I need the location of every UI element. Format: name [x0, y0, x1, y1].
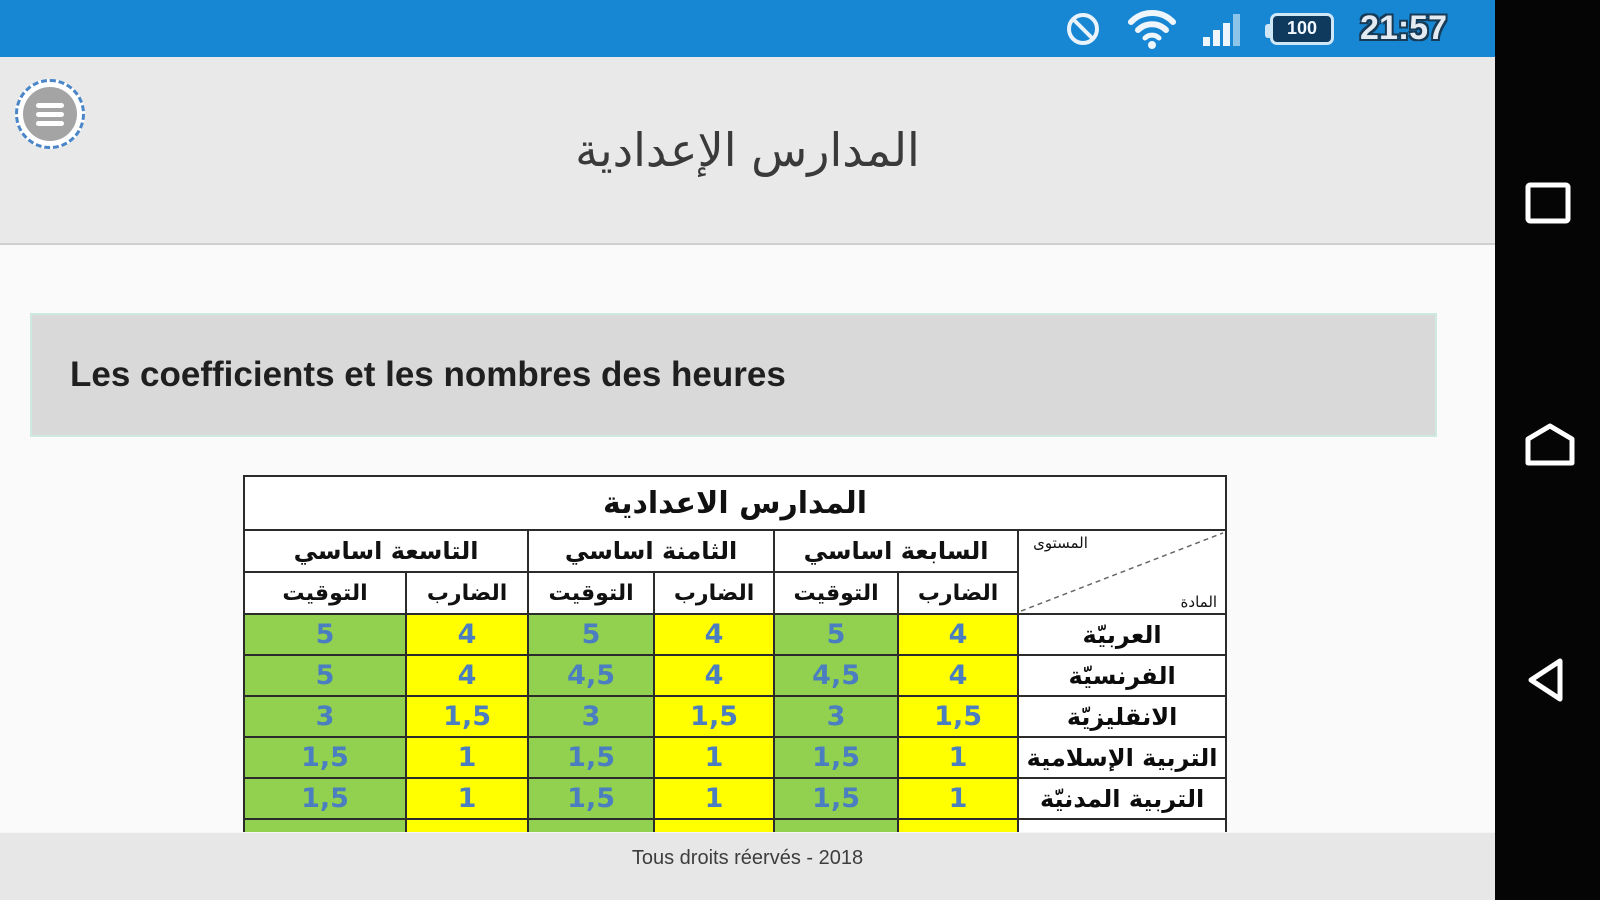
hours-cell: 1,5 — [527, 736, 656, 779]
coefficient-cell: 4 — [897, 654, 1020, 697]
status-bar-clock: 21:57 — [1360, 9, 1447, 47]
table-body: العربيّة 4 5 4 5 4 5 الفرنسيّة 4 4,5 4 4,5 4 5 الانقلي… — [243, 613, 1227, 832]
coefficient-cell — [405, 818, 530, 832]
coefficient-cell: 4 — [405, 654, 530, 697]
android-nav-bar — [1495, 0, 1600, 900]
hours-cell: 1,5 — [527, 777, 656, 820]
hours-cell: 5 — [243, 613, 408, 656]
hours-cell: 1,5 — [243, 736, 408, 779]
subheader-coef: الضارب — [897, 571, 1020, 615]
coefficient-cell: 4 — [653, 654, 776, 697]
hours-cell: 1,5 — [773, 777, 900, 820]
subheader-time: التوقيت — [243, 571, 408, 615]
coefficient-cell: 4 — [405, 613, 530, 656]
subject-cell: التربية الإسلامية — [1017, 736, 1227, 779]
signal-icon — [1203, 13, 1241, 46]
table-row: العربيّة 4 5 4 5 4 5 — [243, 613, 1227, 656]
home-icon[interactable] — [1523, 420, 1577, 468]
coefficient-cell: 1 — [653, 736, 776, 779]
subject-cell: العربيّة — [1017, 613, 1227, 656]
corner-cell: المستوى المادة — [1017, 529, 1227, 615]
coefficient-cell: 1,5 — [405, 695, 530, 738]
coefficient-cell: 1 — [897, 736, 1020, 779]
hours-cell: 5 — [773, 613, 900, 656]
section-heading: Les coefficients et les nombres des heur… — [70, 355, 786, 394]
coefficient-cell: 4 — [897, 613, 1020, 656]
hours-cell: 1,5 — [773, 736, 900, 779]
copyright-text: Tous droits réervés - 2018 — [631, 847, 864, 869]
section-heading-box: Les coefficients et les nombres des heur… — [30, 313, 1437, 437]
coefficient-cell — [897, 818, 1020, 832]
hours-cell: 5 — [527, 613, 656, 656]
hours-cell: 1,5 — [243, 777, 408, 820]
coefficient-cell: 1 — [405, 736, 530, 779]
subheader-time: التوقيت — [527, 571, 656, 615]
hours-cell: 4,5 — [773, 654, 900, 697]
hours-cell: 4,5 — [527, 654, 656, 697]
corner-level-label: المستوى — [1033, 534, 1088, 552]
grade-group-7: السابعة اساسي — [773, 529, 1020, 573]
subheader-time: التوقيت — [773, 571, 900, 615]
table-row — [243, 818, 1227, 832]
recents-icon[interactable] — [1523, 180, 1573, 226]
hamburger-menu-button[interactable] — [15, 79, 85, 149]
subheader-coef: الضارب — [405, 571, 530, 615]
battery-icon: 100 — [1265, 12, 1335, 45]
battery-percent: 100 — [1287, 18, 1318, 38]
coefficient-cell: 4 — [653, 613, 776, 656]
coefficient-cell: 1 — [405, 777, 530, 820]
table-row: الانقليزيّة 1,5 3 1,5 3 1,5 3 — [243, 695, 1227, 738]
hours-cell — [527, 818, 656, 832]
subject-cell: الفرنسيّة — [1017, 654, 1227, 697]
page-title: المدارس الإعدادية — [575, 123, 920, 177]
hours-cell: 3 — [773, 695, 900, 738]
grade-group-9: التاسعة اساسي — [243, 529, 530, 573]
hours-cell — [243, 818, 408, 832]
coefficients-table-container: المدارس الاعدادية المستوى المادة السابعة… — [243, 475, 1227, 832]
app-header: المدارس الإعدادية — [0, 57, 1495, 245]
table-row: الفرنسيّة 4 4,5 4 4,5 4 5 — [243, 654, 1227, 697]
coefficient-cell: 1,5 — [653, 695, 776, 738]
coefficients-table: المدارس الاعدادية المستوى المادة السابعة… — [243, 475, 1227, 832]
status-bar: 100 21:57 — [0, 0, 1495, 57]
table-title: المدارس الاعدادية — [243, 475, 1227, 531]
subject-cell: التربية المدنيّة — [1017, 777, 1227, 820]
hours-cell — [773, 818, 900, 832]
hours-cell: 3 — [243, 695, 408, 738]
do-not-disturb-icon — [1067, 12, 1100, 45]
back-icon[interactable] — [1523, 655, 1567, 705]
grade-group-8: الثامنة اساسي — [527, 529, 776, 573]
corner-subject-label: المادة — [1180, 593, 1218, 611]
coefficient-cell: 1 — [653, 777, 776, 820]
table-row: التربية الإسلامية 1 1,5 1 1,5 1 1,5 — [243, 736, 1227, 779]
hamburger-menu-icon — [23, 87, 77, 141]
coefficient-cell: 1,5 — [897, 695, 1020, 738]
coefficient-cell: 1 — [897, 777, 1020, 820]
footer-bar: Tous droits réervés - 2018 — [0, 832, 1495, 900]
subheader-coef: الضارب — [653, 571, 776, 615]
hours-cell: 5 — [243, 654, 408, 697]
subject-cell: الانقليزيّة — [1017, 695, 1227, 738]
table-row: التربية المدنيّة 1 1,5 1 1,5 1 1,5 — [243, 777, 1227, 820]
battery-nub — [1265, 23, 1272, 38]
wifi-icon — [1128, 9, 1177, 49]
hours-cell: 3 — [527, 695, 656, 738]
subject-cell — [1017, 818, 1227, 832]
diagonal-divider — [1020, 532, 1224, 612]
coefficient-cell — [653, 818, 776, 832]
